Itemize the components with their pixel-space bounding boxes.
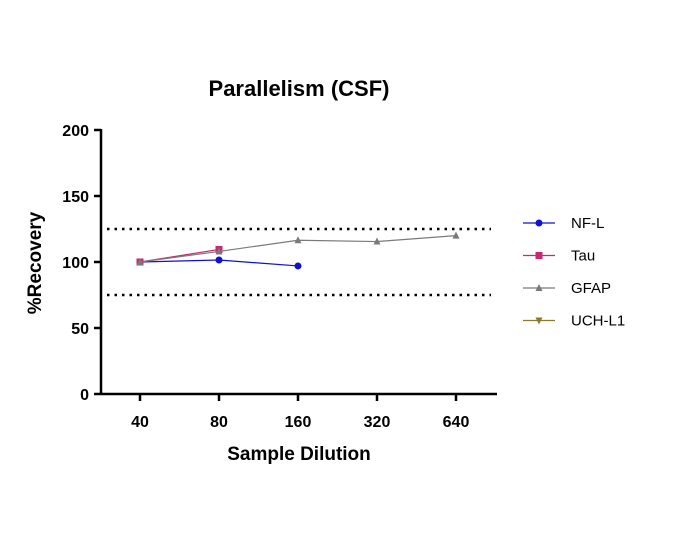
legend-label-nf-l: NF-L bbox=[571, 215, 604, 232]
x-tick-label: 640 bbox=[443, 414, 470, 431]
data-point-gfap bbox=[452, 231, 460, 239]
x-tick-label: 40 bbox=[131, 414, 149, 431]
data-point-nf-l bbox=[294, 262, 302, 270]
x-tick-label: 320 bbox=[364, 414, 391, 431]
y-axis-title: %Recovery bbox=[25, 211, 46, 314]
y-tick-label: 50 bbox=[71, 321, 89, 338]
legend-label-uch-l1: UCH-L1 bbox=[571, 313, 625, 330]
legend: NF-L Tau GFAP UCH-L1 bbox=[523, 215, 625, 330]
plot-area: 0 50 100 150 200 40 80 160 320 640 bbox=[62, 123, 497, 431]
data-point-nf-l bbox=[215, 256, 223, 264]
y-tick-label: 0 bbox=[80, 387, 89, 404]
legend-marker-nf-l bbox=[535, 219, 543, 227]
data-point-gfap bbox=[215, 247, 223, 255]
y-tick-label: 150 bbox=[62, 189, 89, 206]
data-point-gfap bbox=[294, 236, 302, 244]
x-tick-label: 160 bbox=[285, 414, 312, 431]
y-tick-label: 200 bbox=[62, 123, 89, 140]
legend-label-tau: Tau bbox=[571, 248, 595, 265]
x-axis-title: Sample Dilution bbox=[227, 444, 371, 465]
x-tick-label: 80 bbox=[210, 414, 228, 431]
legend-label-gfap: GFAP bbox=[571, 280, 611, 297]
legend-marker-tau bbox=[535, 252, 543, 259]
data-point-gfap bbox=[373, 237, 381, 245]
legend-marker-uch-l1 bbox=[535, 317, 543, 325]
data-point-gfap bbox=[136, 258, 144, 265]
legend-marker-gfap bbox=[535, 284, 543, 291]
chart-title: Parallelism (CSF) bbox=[209, 76, 390, 101]
y-tick-label: 100 bbox=[62, 255, 89, 272]
